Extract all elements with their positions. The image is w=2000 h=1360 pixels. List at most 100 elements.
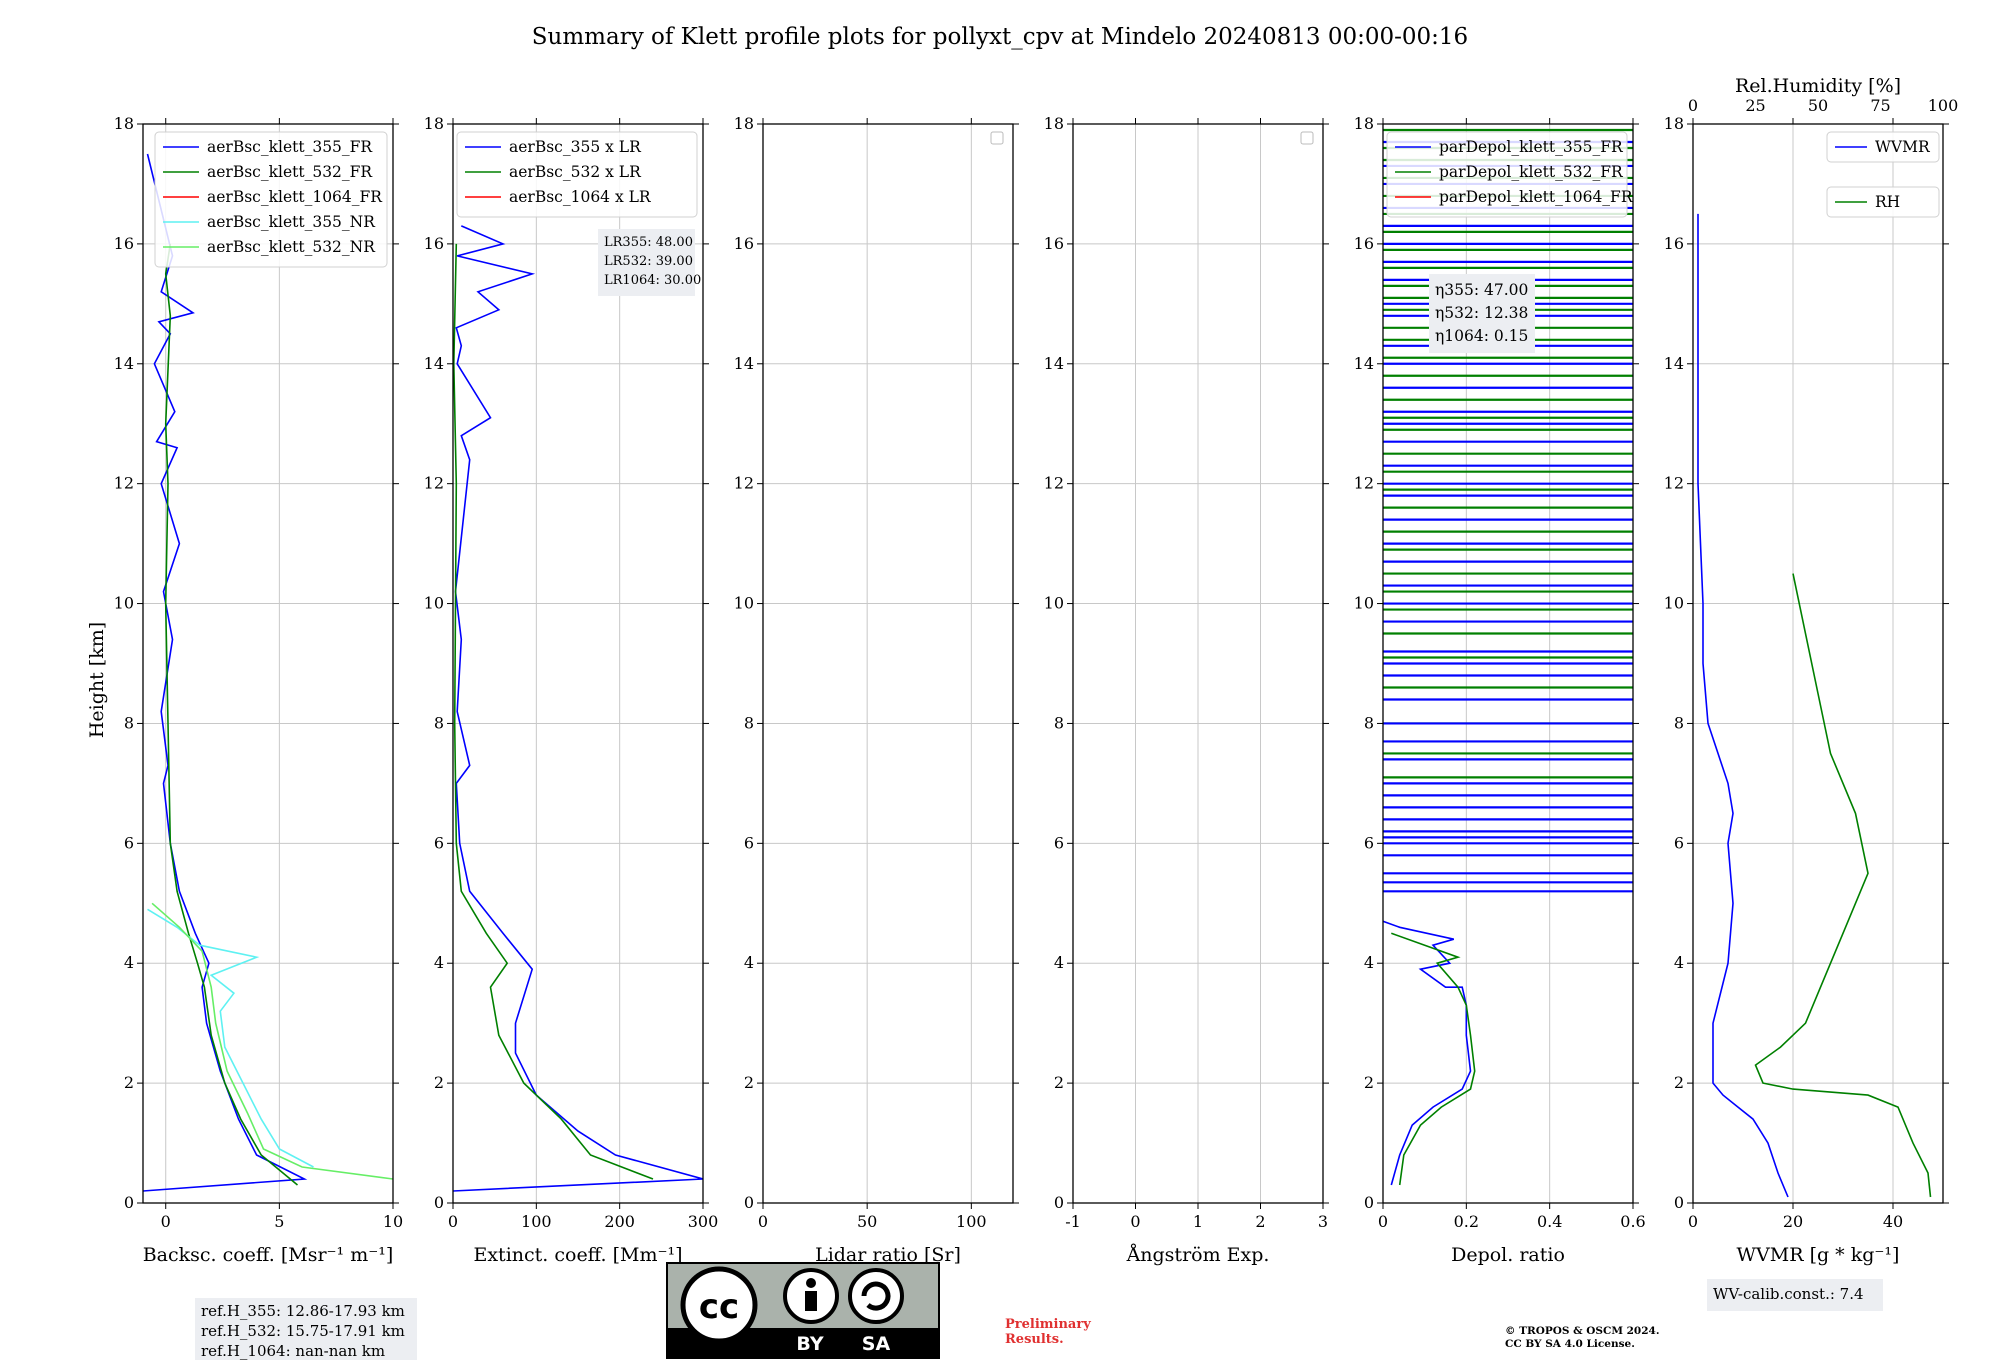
x-tick-label: 2 xyxy=(1255,1212,1265,1231)
x2-tick-label: 50 xyxy=(1808,96,1828,115)
y-tick-label: 14 xyxy=(424,354,444,373)
y-tick-label: 18 xyxy=(424,114,444,133)
x-tick-label: 200 xyxy=(604,1212,635,1231)
svg-text:cc: cc xyxy=(699,1287,739,1327)
panel-2: 0 2 4 6 8 10 12 14 16 18 0 100 200 300 Extinct. coeff.… xyxy=(424,114,719,1266)
info-textbox-bg xyxy=(195,1298,417,1360)
axes-frame xyxy=(142,123,394,1204)
info-textbox-line: η1064: 0.15 xyxy=(1435,327,1528,345)
legend-entry: parDepol_klett_355_FR xyxy=(1439,138,1624,156)
plot-area xyxy=(453,225,703,1192)
preliminary-line-1: Preliminary xyxy=(1005,1317,1091,1332)
info-textbox-line: ref.H_1064: nan-nan km xyxy=(201,1342,385,1360)
y-tick-label: 10 xyxy=(1354,594,1374,613)
x-tick-label: 100 xyxy=(956,1212,987,1231)
y-tick-label: 8 xyxy=(1054,713,1064,732)
y-tick-label: 12 xyxy=(1044,474,1064,493)
y-tick-label: 8 xyxy=(1364,713,1374,732)
license-badge: cc BY SA xyxy=(666,1262,940,1359)
y-tick-label: 16 xyxy=(114,234,134,253)
panel-3: 0 2 4 6 8 10 12 14 16 18 0 50 100 Lidar ratio [Sr] xyxy=(734,114,1019,1266)
series-aerBsc-klett-355-NR xyxy=(147,908,314,1168)
series-parDepol-klett-355-FR xyxy=(1383,920,1472,1186)
cc-icon xyxy=(680,1266,758,1344)
y-tick-label: 18 xyxy=(1664,114,1684,133)
y-tick-label: 16 xyxy=(1044,234,1064,253)
y-tick-label: 6 xyxy=(124,833,134,852)
x-tick-label: 0 xyxy=(1688,1212,1698,1231)
y-tick-label: 4 xyxy=(1364,953,1374,972)
y-tick-label: 18 xyxy=(114,114,134,133)
panel-5: 0 2 4 6 8 10 12 14 16 18 0 0.2 0.4 0.6 Depol. ratio par… xyxy=(1354,114,1646,1266)
y-tick-label: 10 xyxy=(1664,594,1684,613)
plot-area xyxy=(1697,213,1932,1198)
x2-tick-label: 0 xyxy=(1688,96,1698,115)
figure-title: Summary of Klett profile plots for polly… xyxy=(532,24,1468,50)
y-tick-label: 8 xyxy=(1674,713,1684,732)
y-axis-label: Height [km] xyxy=(86,622,108,738)
legend-entry: RH xyxy=(1875,193,1900,211)
y-tick-label: 12 xyxy=(114,474,134,493)
legend-entry: aerBsc_klett_532_NR xyxy=(207,238,376,256)
empty-legend-box xyxy=(1300,131,1314,145)
x-tick-label: 3 xyxy=(1318,1212,1328,1231)
copyright-line-1: © TROPOS & OSCM 2024. xyxy=(1505,1325,1660,1337)
x-axis-label: Extinct. coeff. [Mm⁻¹] xyxy=(473,1244,682,1266)
y-tick-label: 4 xyxy=(1674,953,1684,972)
info-textbox-bg xyxy=(1429,274,1535,353)
y-tick-label: 10 xyxy=(424,594,444,613)
y-tick-label: 6 xyxy=(1054,833,1064,852)
x-tick-label: 1 xyxy=(1193,1212,1203,1231)
x-tick-label: 0.4 xyxy=(1537,1212,1562,1231)
series-aerBsc-klett-532-FR xyxy=(164,243,299,1186)
y-tick-label: 12 xyxy=(1664,474,1684,493)
x-axis-label: Ångström Exp. xyxy=(1126,1244,1270,1266)
license-by-label: BY xyxy=(796,1333,823,1355)
series-aerBsc-355-x-LR xyxy=(453,225,703,1192)
legend-entry: aerBsc_355 x LR xyxy=(509,138,642,156)
x-axis-label: Lidar ratio [Sr] xyxy=(815,1244,961,1266)
empty-legend-box xyxy=(990,131,1004,145)
y-tick-label: 0 xyxy=(1364,1193,1374,1212)
x-axis-label: WVMR [g * kg⁻¹] xyxy=(1737,1244,1900,1266)
legend-entry: aerBsc_klett_355_NR xyxy=(207,213,376,231)
legend-box xyxy=(1826,186,1940,218)
y-tick-label: 4 xyxy=(434,953,444,972)
x-tick-label: 20 xyxy=(1783,1212,1803,1231)
y-tick-label: 16 xyxy=(734,234,754,253)
legend-entry: aerBsc_klett_1064_FR xyxy=(207,188,383,206)
y-tick-label: 0 xyxy=(1054,1193,1064,1212)
series-WVMR xyxy=(1697,213,1789,1198)
y-tick-label: 10 xyxy=(734,594,754,613)
y-tick-label: 2 xyxy=(434,1073,444,1092)
x-tick-label: 0 xyxy=(161,1212,171,1231)
y-tick-label: 6 xyxy=(1674,833,1684,852)
y-tick-label: 10 xyxy=(1044,594,1064,613)
legend-entry: aerBsc_532 x LR xyxy=(509,163,642,181)
legend-box xyxy=(154,131,388,268)
y-tick-label: 12 xyxy=(734,474,754,493)
y-tick-label: 4 xyxy=(744,953,754,972)
y-tick-label: 18 xyxy=(1354,114,1374,133)
info-textbox-line: LR532: 39.00 xyxy=(604,254,693,269)
y-tick-label: 0 xyxy=(744,1193,754,1212)
info-textbox: ref.H_355: 12.86-17.93 km ref.H_532: 15.7… xyxy=(195,1298,417,1360)
sa-share-alike-icon xyxy=(848,1268,904,1324)
y-tick-label: 12 xyxy=(1354,474,1374,493)
axes-frame xyxy=(762,123,1014,1204)
legend-entry: aerBsc_klett_532_FR xyxy=(207,163,373,181)
axes-frame xyxy=(452,123,704,1204)
x-axis-label: Depol. ratio xyxy=(1451,1244,1565,1266)
y-tick-label: 10 xyxy=(114,594,134,613)
x-axis-label: Backsc. coeff. [Msr⁻¹ m⁻¹] xyxy=(143,1244,394,1266)
series-aerBsc-klett-532-NR xyxy=(151,902,393,1180)
legend-box xyxy=(456,131,698,218)
legend-entry: aerBsc_1064 x LR xyxy=(509,188,652,206)
x-tick-label: 100 xyxy=(521,1212,552,1231)
y-tick-label: 12 xyxy=(424,474,444,493)
y-tick-label: 6 xyxy=(1364,833,1374,852)
y-tick-label: 6 xyxy=(744,833,754,852)
